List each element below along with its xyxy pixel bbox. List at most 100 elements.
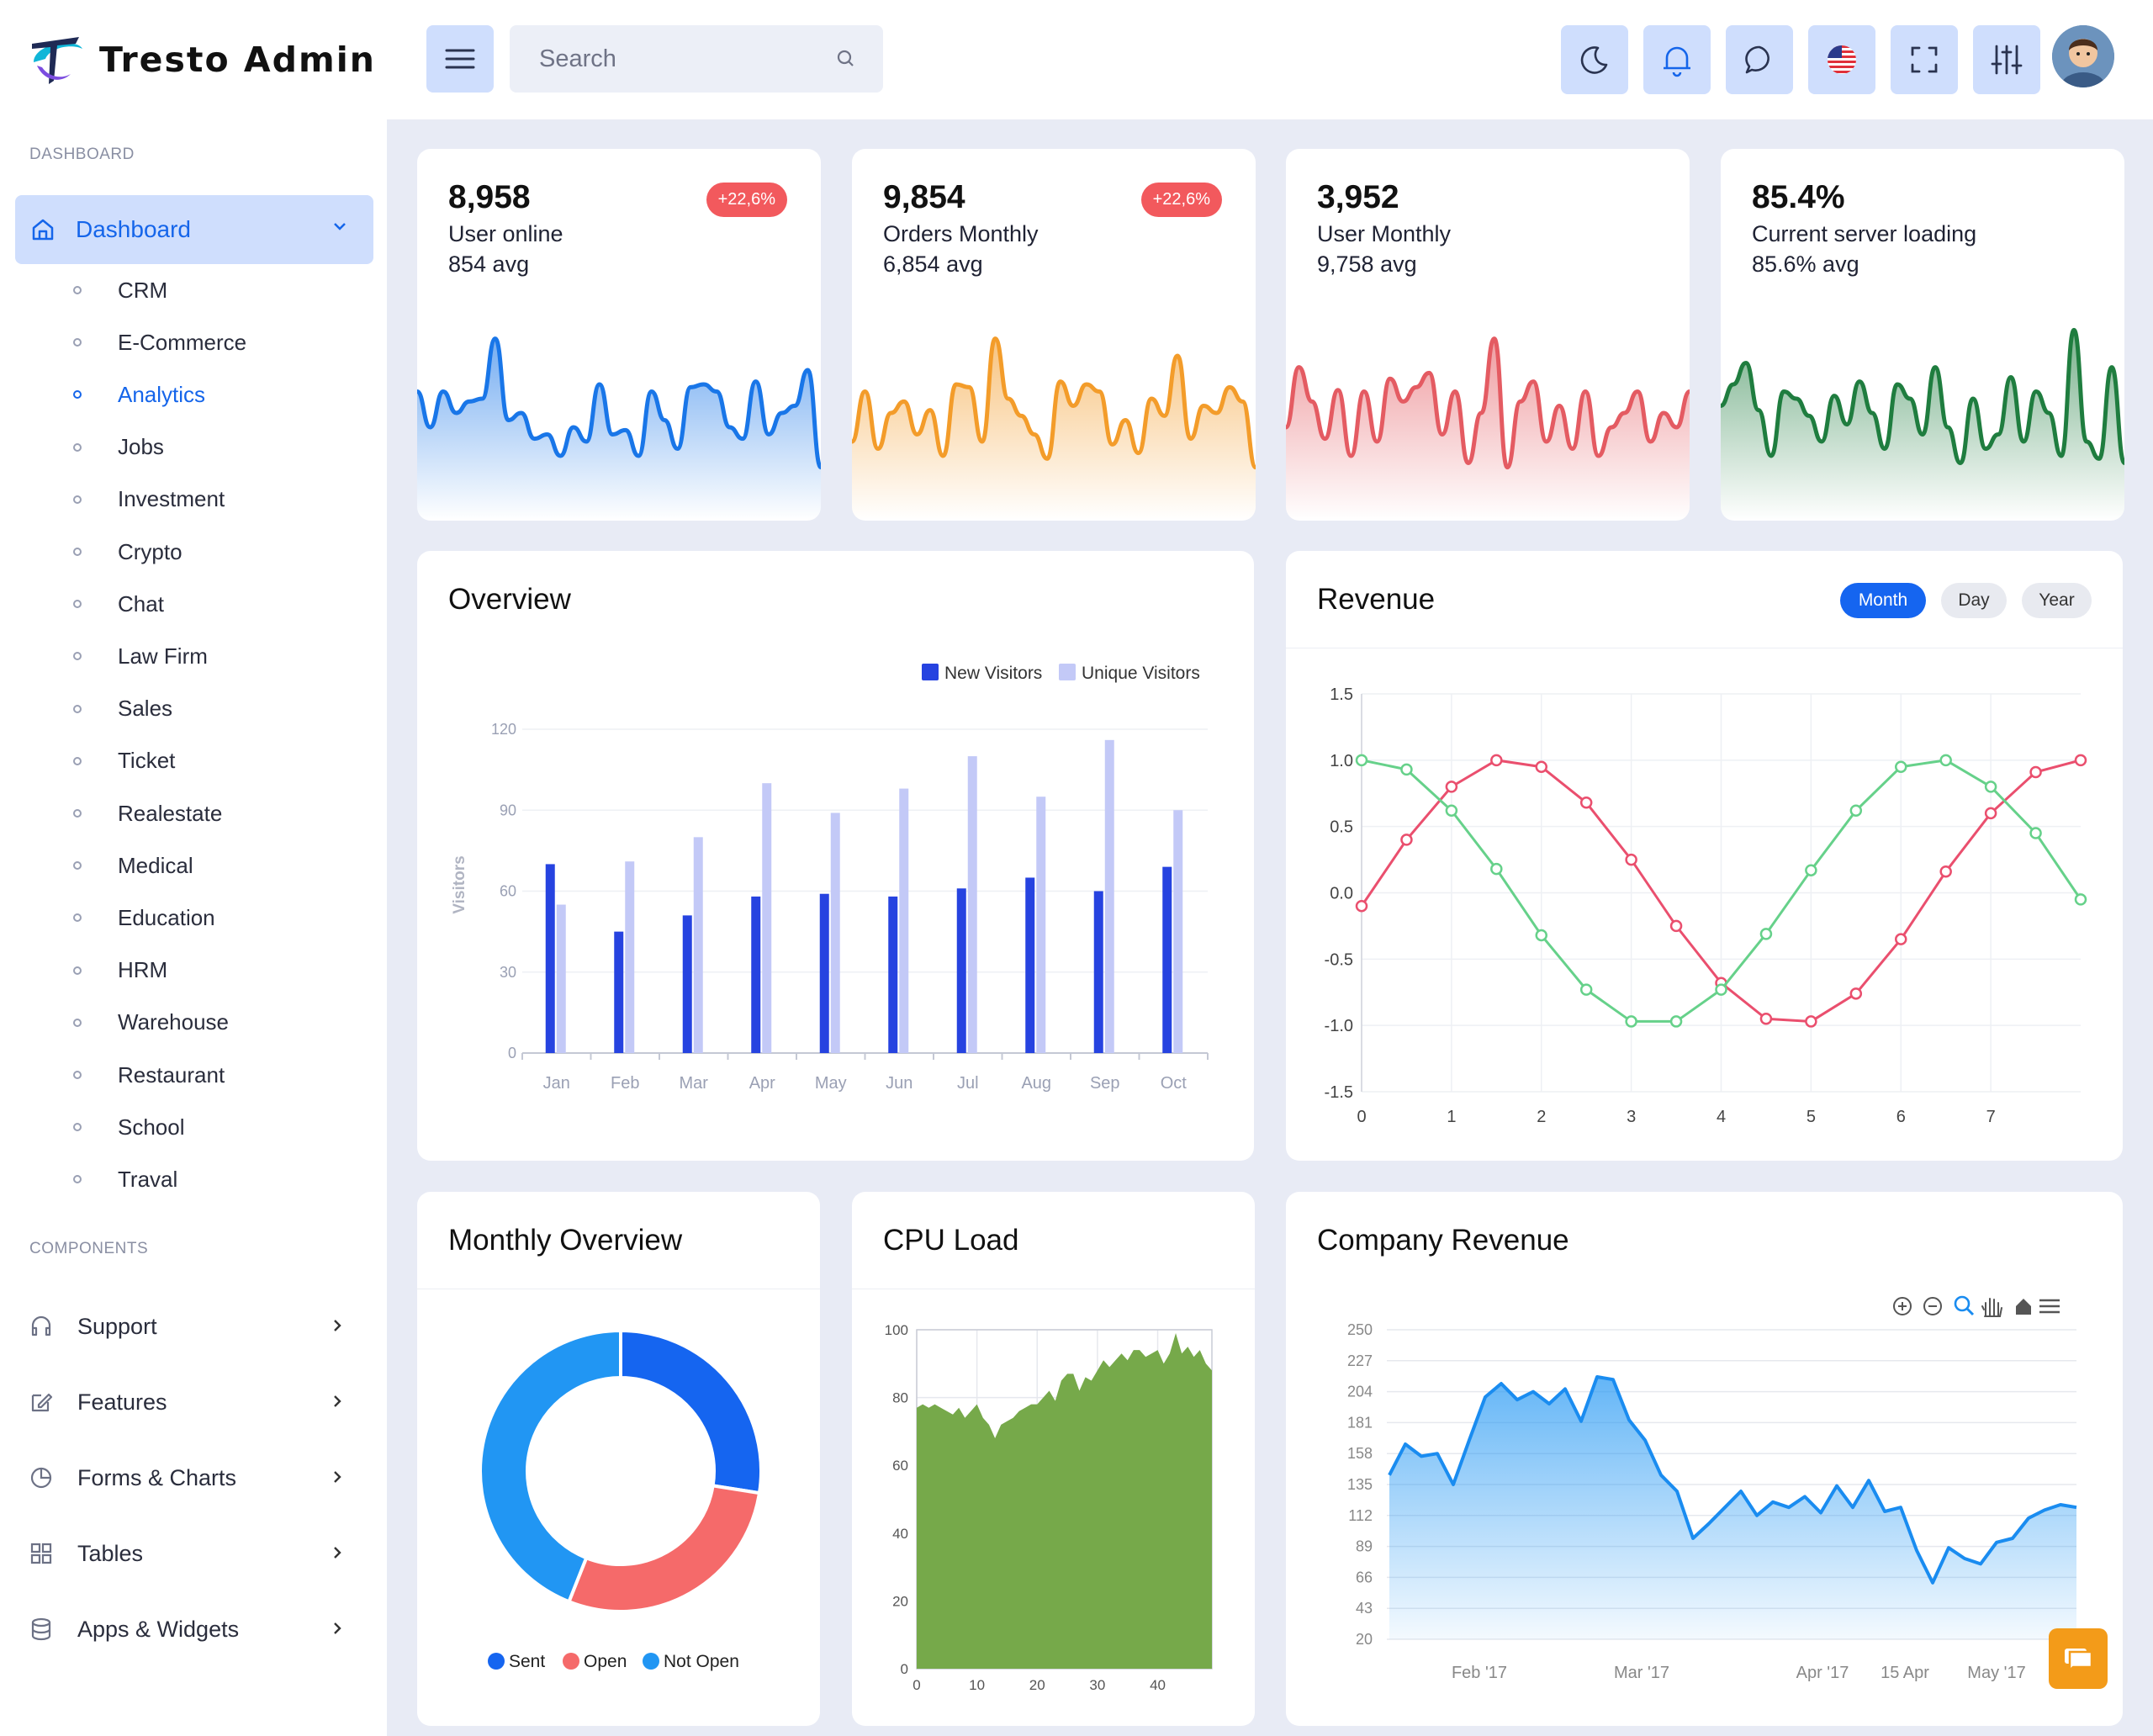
hamburger-menu-icon[interactable] xyxy=(2039,1299,2060,1314)
home-icon[interactable] xyxy=(2016,1299,2031,1315)
sidebar-item-hrm[interactable]: HRM xyxy=(0,945,387,997)
data-point[interactable] xyxy=(1669,1015,1683,1028)
user-avatar[interactable] xyxy=(2052,25,2114,87)
data-point[interactable] xyxy=(1669,919,1683,933)
sidebar-item-restaurant[interactable]: Restaurant xyxy=(0,1049,387,1101)
data-point[interactable] xyxy=(1355,900,1368,913)
bar-unique-visitors[interactable] xyxy=(967,756,977,1053)
sidebar-item-realestate[interactable]: Realestate xyxy=(0,787,387,839)
sidebar-item-analytics[interactable]: Analytics xyxy=(0,368,387,421)
data-point[interactable] xyxy=(1849,987,1863,1000)
tab-day[interactable]: Day xyxy=(1941,583,2007,618)
sidebar-item-crm[interactable]: CRM xyxy=(0,264,387,316)
data-point[interactable] xyxy=(1895,760,1907,773)
data-point[interactable] xyxy=(1535,760,1547,773)
sidebar-item-dashboard[interactable]: Dashboard xyxy=(15,195,373,264)
tab-month[interactable]: Month xyxy=(1840,583,1926,618)
sidebar-item-ticket[interactable]: Ticket xyxy=(0,735,387,787)
data-point[interactable] xyxy=(1805,1015,1817,1028)
fullscreen-button[interactable] xyxy=(1891,25,1958,94)
brand[interactable]: Tresto Admin xyxy=(25,29,376,91)
bar-unique-visitors[interactable] xyxy=(899,788,909,1053)
data-point[interactable] xyxy=(1400,763,1413,776)
data-point[interactable] xyxy=(2074,893,2087,906)
data-point[interactable] xyxy=(1759,928,1773,940)
data-point[interactable] xyxy=(1490,862,1503,876)
data-point[interactable] xyxy=(1355,754,1368,767)
sidebar-item-jobs[interactable]: Jobs xyxy=(0,421,387,474)
bar-new-visitors[interactable] xyxy=(1025,877,1035,1053)
data-point[interactable] xyxy=(1400,834,1413,846)
data-point[interactable] xyxy=(1715,983,1727,996)
bar-unique-visitors[interactable] xyxy=(1104,739,1114,1053)
messages-button[interactable] xyxy=(1726,25,1793,94)
data-point[interactable] xyxy=(1625,1015,1637,1028)
data-point[interactable] xyxy=(1490,754,1503,767)
bar-unique-visitors[interactable] xyxy=(1036,797,1046,1053)
data-point[interactable] xyxy=(1939,754,1952,767)
bar-new-visitors[interactable] xyxy=(614,931,624,1053)
settings-button[interactable] xyxy=(1973,25,2040,94)
bar-new-visitors[interactable] xyxy=(819,893,829,1053)
bar-new-visitors[interactable] xyxy=(751,896,761,1053)
data-point[interactable] xyxy=(1939,865,1952,878)
sidebar-item-tables[interactable]: Tables xyxy=(0,1524,387,1583)
data-point[interactable] xyxy=(1625,853,1637,866)
data-point[interactable] xyxy=(1535,929,1547,942)
sidebar-item-traval[interactable]: Traval xyxy=(0,1153,387,1205)
data-point[interactable] xyxy=(1895,933,1907,945)
notifications-button[interactable] xyxy=(1643,25,1711,94)
donut-slice-sent[interactable] xyxy=(619,1328,763,1495)
data-point[interactable] xyxy=(1984,781,1997,793)
bar-new-visitors[interactable] xyxy=(1162,866,1172,1053)
bar-unique-visitors[interactable] xyxy=(556,904,566,1053)
sidebar-item-crypto[interactable]: Crypto xyxy=(0,526,387,578)
data-point[interactable] xyxy=(1759,1013,1773,1025)
bar-new-visitors[interactable] xyxy=(888,896,898,1053)
bar-unique-visitors[interactable] xyxy=(1173,810,1183,1053)
donut-slice-not-open[interactable] xyxy=(479,1328,622,1604)
sidebar-item-medical[interactable]: Medical xyxy=(0,839,387,892)
sidebar-item-education[interactable]: Education xyxy=(0,892,387,944)
donut-slice-open[interactable] xyxy=(566,1484,762,1613)
data-point[interactable] xyxy=(2029,827,2042,839)
sidebar-item-support[interactable]: Support xyxy=(0,1297,387,1356)
sidebar-item-school[interactable]: School xyxy=(0,1101,387,1153)
data-point[interactable] xyxy=(1984,807,1997,820)
data-point[interactable] xyxy=(2074,754,2087,767)
dark-mode-button[interactable] xyxy=(1561,25,1628,94)
pan-hand-icon[interactable] xyxy=(1981,1298,2002,1317)
zoom-out-icon[interactable] xyxy=(1923,1297,1942,1315)
data-point[interactable] xyxy=(1849,804,1863,817)
chat-fab-button[interactable] xyxy=(2049,1628,2108,1689)
sidebar-item-apps-widgets[interactable]: Apps & Widgets xyxy=(0,1600,387,1659)
data-point[interactable] xyxy=(1445,804,1458,817)
bar-unique-visitors[interactable] xyxy=(762,783,772,1053)
bar-new-visitors[interactable] xyxy=(1093,891,1103,1054)
magnifier-icon[interactable] xyxy=(1954,1295,1975,1316)
menu-toggle-button[interactable] xyxy=(426,25,494,93)
sidebar-item-sales[interactable]: Sales xyxy=(0,683,387,735)
sidebar-item-chat[interactable]: Chat xyxy=(0,578,387,630)
bar-unique-visitors[interactable] xyxy=(625,861,635,1053)
tab-year[interactable]: Year xyxy=(2022,583,2092,618)
sidebar-item-e-commerce[interactable]: E-Commerce xyxy=(0,316,387,368)
bar-unique-visitors[interactable] xyxy=(830,812,840,1053)
bar-unique-visitors[interactable] xyxy=(693,837,703,1053)
sidebar-item-warehouse[interactable]: Warehouse xyxy=(0,997,387,1049)
sidebar-item-law-firm[interactable]: Law Firm xyxy=(0,630,387,682)
search-icon[interactable] xyxy=(836,49,856,69)
sidebar-item-forms-charts[interactable]: Forms & Charts xyxy=(0,1448,387,1507)
zoom-in-icon[interactable] xyxy=(1893,1297,1912,1315)
language-button[interactable] xyxy=(1808,25,1875,94)
data-point[interactable] xyxy=(1805,864,1817,876)
data-point[interactable] xyxy=(1579,797,1593,809)
data-point[interactable] xyxy=(2029,765,2042,779)
sidebar-item-investment[interactable]: Investment xyxy=(0,474,387,526)
sidebar-item-features[interactable]: Features xyxy=(0,1373,387,1432)
data-point[interactable] xyxy=(1579,983,1593,996)
bar-new-visitors[interactable] xyxy=(682,915,692,1053)
bar-new-visitors[interactable] xyxy=(545,864,555,1053)
search-input[interactable] xyxy=(510,25,883,93)
data-point[interactable] xyxy=(1445,781,1458,793)
